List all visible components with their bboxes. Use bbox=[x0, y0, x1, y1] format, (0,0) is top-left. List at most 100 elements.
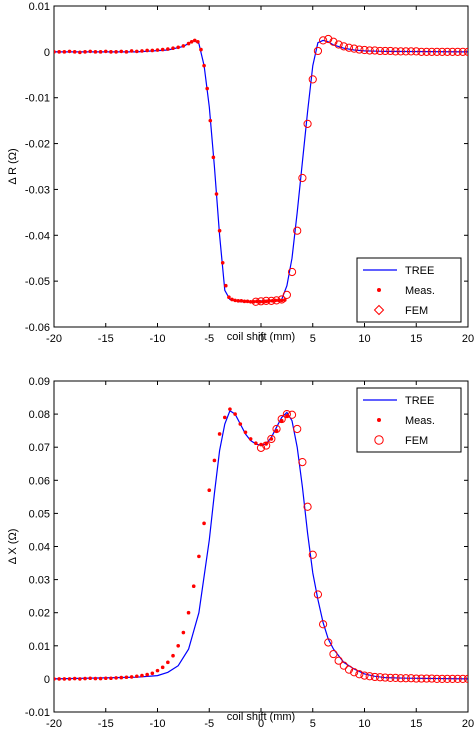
data-point-meas bbox=[62, 50, 67, 54]
x-tick-label: 0 bbox=[258, 718, 264, 730]
x-tick-label: -10 bbox=[150, 718, 166, 730]
data-point-fem bbox=[458, 674, 467, 684]
data-point-fem bbox=[365, 672, 374, 681]
y-tick-label: 0.01 bbox=[29, 641, 50, 653]
data-point-fem bbox=[417, 674, 426, 683]
legend-label: Meas. bbox=[405, 285, 435, 297]
data-point-meas bbox=[62, 677, 67, 681]
data-point-meas bbox=[243, 430, 248, 435]
data-point-fem bbox=[448, 674, 457, 684]
y-tick-label: 0.06 bbox=[29, 475, 50, 487]
data-point-meas bbox=[171, 46, 175, 50]
data-point-meas bbox=[93, 50, 98, 54]
data-point-meas bbox=[189, 39, 194, 44]
data-point-meas bbox=[186, 610, 191, 615]
data-point-meas bbox=[238, 422, 243, 426]
data-point-meas bbox=[93, 676, 98, 681]
data-point-meas bbox=[103, 676, 108, 681]
y-tick-label: -0.01 bbox=[25, 707, 50, 719]
data-point-fem bbox=[277, 295, 286, 304]
data-point-fem bbox=[344, 665, 354, 674]
data-point-meas bbox=[230, 297, 234, 302]
data-point-fem bbox=[427, 47, 436, 56]
data-point-meas bbox=[171, 653, 175, 658]
data-point-fem bbox=[396, 47, 405, 56]
data-point-meas bbox=[124, 50, 129, 54]
y-tick-label: 0 bbox=[44, 47, 50, 59]
data-point-meas bbox=[119, 675, 124, 680]
x-tick-label: 5 bbox=[310, 333, 316, 345]
data-point-meas bbox=[145, 672, 149, 677]
data-point-meas bbox=[191, 584, 196, 589]
data-point-meas bbox=[264, 442, 268, 446]
y-axis-label: Δ X (Ω) bbox=[7, 529, 19, 565]
legend-label: TREE bbox=[405, 395, 434, 407]
data-point-meas bbox=[57, 677, 61, 681]
legend-marker-fem bbox=[374, 435, 384, 445]
y-tick-label: 0.01 bbox=[29, 1, 50, 13]
data-point-fem bbox=[344, 43, 354, 52]
legend-label: FEM bbox=[405, 435, 428, 447]
data-point-meas bbox=[124, 675, 129, 680]
data-point-fem bbox=[443, 47, 452, 56]
data-point-fem bbox=[427, 674, 436, 683]
data-point-meas bbox=[197, 554, 201, 559]
data-point-meas bbox=[98, 676, 103, 681]
y-tick-label: 0.09 bbox=[29, 376, 50, 388]
data-point-meas bbox=[78, 50, 82, 55]
data-point-fem bbox=[406, 674, 416, 683]
data-point-meas bbox=[228, 407, 232, 411]
x-tick-label: 5 bbox=[310, 718, 316, 730]
data-point-meas bbox=[176, 644, 180, 648]
legend-box bbox=[356, 387, 462, 453]
legend-box bbox=[356, 257, 462, 323]
legend: TREE Meas. FEM bbox=[356, 387, 462, 453]
plot-marks bbox=[54, 407, 468, 684]
data-point-fem bbox=[375, 673, 385, 682]
data-point-fem bbox=[277, 414, 286, 424]
data-point-fem bbox=[282, 410, 291, 419]
data-point-fem bbox=[360, 45, 369, 55]
data-point-fem bbox=[293, 226, 302, 235]
data-point-meas bbox=[217, 228, 222, 233]
data-point-fem bbox=[453, 47, 462, 56]
data-point-meas bbox=[233, 298, 237, 303]
data-point-meas bbox=[150, 671, 155, 676]
y-tick-label: -0.06 bbox=[25, 322, 50, 334]
data-point-meas bbox=[114, 676, 118, 680]
data-point-meas bbox=[109, 676, 113, 681]
data-point-fem bbox=[375, 46, 385, 56]
data-point-fem bbox=[293, 424, 302, 434]
data-point-fem bbox=[308, 75, 317, 84]
data-point-fem bbox=[339, 42, 348, 51]
data-point-meas bbox=[181, 630, 186, 635]
data-point-meas bbox=[202, 521, 206, 526]
data-point-fem bbox=[412, 47, 421, 56]
data-point-meas bbox=[205, 86, 209, 91]
data-point-fem bbox=[287, 410, 297, 419]
data-point-meas bbox=[192, 38, 197, 43]
data-point-meas bbox=[166, 47, 170, 51]
y-tick-label: -0.05 bbox=[25, 276, 50, 288]
data-point-meas bbox=[254, 441, 258, 446]
data-point-fem bbox=[251, 297, 260, 306]
data-point-meas bbox=[150, 48, 155, 53]
data-point-fem bbox=[313, 590, 323, 599]
x-tick-label: 20 bbox=[462, 333, 474, 345]
x-tick-label: -20 bbox=[46, 333, 62, 345]
data-point-meas bbox=[224, 283, 228, 288]
data-point-fem bbox=[401, 674, 410, 683]
data-point-fem bbox=[262, 296, 271, 305]
data-point-meas bbox=[181, 44, 186, 48]
data-point-fem bbox=[319, 620, 328, 629]
data-point-fem bbox=[386, 46, 395, 56]
legend-marker-meas bbox=[377, 418, 381, 422]
data-point-meas bbox=[264, 299, 268, 304]
data-point-fem bbox=[381, 673, 390, 682]
data-point-fem bbox=[355, 670, 364, 679]
data-point-meas bbox=[214, 192, 219, 196]
data-point-fem bbox=[334, 40, 343, 49]
legend-label: FEM bbox=[405, 305, 428, 317]
data-point-meas bbox=[236, 299, 241, 303]
data-point-fem bbox=[272, 296, 281, 305]
